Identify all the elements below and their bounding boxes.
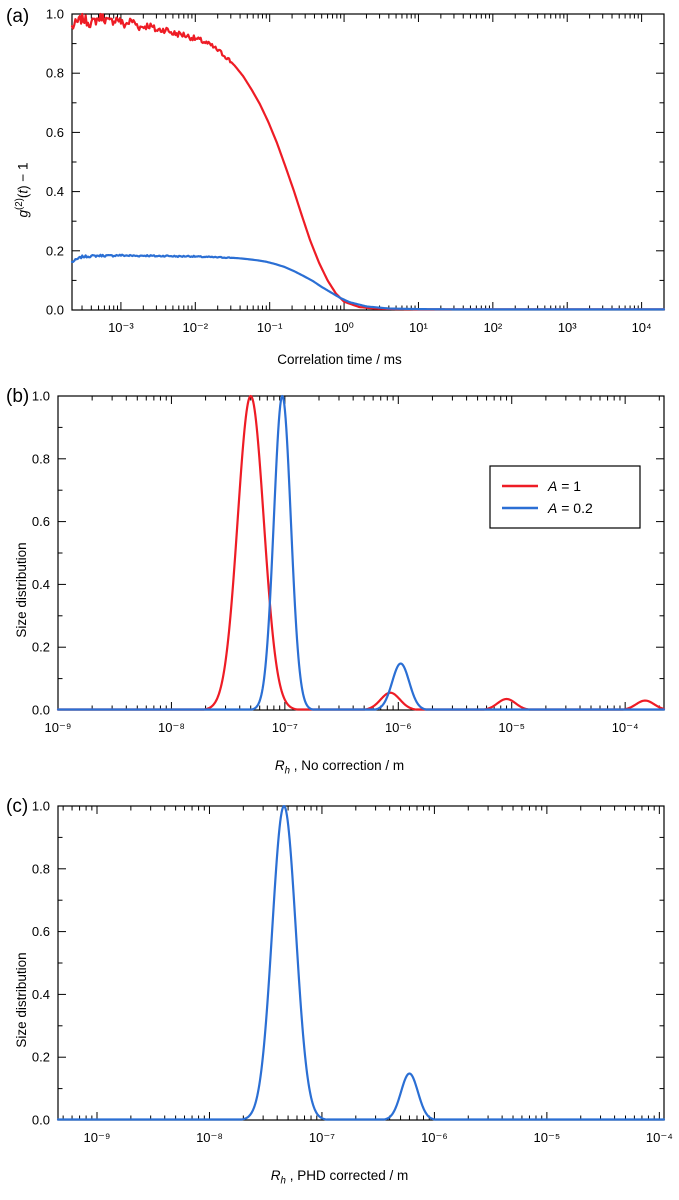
tick-label: 10⁻⁹ bbox=[45, 720, 72, 735]
tick-label: 10⁻⁴ bbox=[646, 1130, 673, 1145]
panel-c-ylabel: Size distribution bbox=[14, 952, 29, 1048]
legend-label: A = 0.2 bbox=[547, 500, 593, 516]
panel-b-ylabel: Size distribution bbox=[14, 542, 29, 638]
tick-label: 0.0 bbox=[32, 1113, 50, 1128]
tick-label: 0.2 bbox=[32, 640, 50, 655]
data-series bbox=[56, 804, 666, 1121]
tick-label: 1.0 bbox=[46, 7, 64, 22]
panel-c-plot: 10⁻⁹ 10⁻⁸ 10⁻⁷ 10⁻⁶ 10⁻⁵ 10⁻⁴ 0.0 0.2 0.4 0.6 0.8 1… bbox=[32, 799, 673, 1146]
tick-label: 10⁻⁴ bbox=[612, 720, 639, 735]
tick-label: 1.0 bbox=[32, 389, 50, 404]
data-series bbox=[56, 394, 666, 711]
tick-label: 0.6 bbox=[46, 125, 64, 140]
tick-label: 10⁻⁶ bbox=[421, 1130, 448, 1145]
tick-label: 10⁻³ bbox=[108, 320, 134, 335]
tick-label: 0.8 bbox=[32, 451, 50, 466]
tick-label: 0.6 bbox=[32, 514, 50, 529]
tick-label: 10¹ bbox=[409, 320, 428, 335]
panel-a-ylabel: g(2)(t) − 1 bbox=[14, 162, 31, 218]
tick-label: 10⁻⁸ bbox=[196, 1130, 223, 1145]
tick-label: 10⁻² bbox=[182, 320, 208, 335]
panel-a: (a) g(2)(t) − 1 10⁻³ 10⁻² 10⁻¹ 10⁰ 10¹ 10² 10³… bbox=[0, 0, 679, 380]
tick-label: 10⁰ bbox=[334, 320, 354, 335]
legend-label: A = 1 bbox=[547, 478, 581, 494]
tick-label: 10⁻⁹ bbox=[84, 1130, 111, 1145]
tick-label: 0.4 bbox=[46, 184, 64, 199]
tick-label: 0.0 bbox=[32, 703, 50, 718]
panel-c-xlabel: Rh , PHD corrected / m bbox=[270, 1168, 409, 1187]
tick-label: 10⁻⁵ bbox=[498, 720, 525, 735]
panel-a-label: (a) bbox=[6, 6, 30, 27]
panel-b-plot: 10⁻⁹ 10⁻⁸ 10⁻⁷ 10⁻⁶ 10⁻⁵ 10⁻⁴ 0.0 0.2 0.4 0.6 0.8 1… bbox=[32, 389, 666, 735]
tick-label: 0.0 bbox=[46, 303, 64, 318]
tick-label: 0.8 bbox=[46, 66, 64, 81]
tick-label: 0.2 bbox=[46, 243, 64, 258]
panel-a-xlabel: Correlation time / ms bbox=[277, 352, 402, 367]
data-series bbox=[70, 253, 666, 311]
tick-label: 10⁻⁸ bbox=[158, 720, 185, 735]
tick-label: 0.4 bbox=[32, 987, 50, 1002]
tick-label: 0.2 bbox=[32, 1050, 50, 1065]
panel-b: (b) Size distribution 10⁻⁹ 10⁻⁸ 10⁻⁷ 10⁻⁶ 10… bbox=[0, 380, 679, 790]
tick-label: 10² bbox=[483, 320, 502, 335]
panel-b-xlabel: Rh , No correction / m bbox=[274, 758, 405, 777]
data-series bbox=[70, 12, 666, 311]
legend: A = 1 A = 0.2 bbox=[489, 465, 641, 529]
tick-label: 1.0 bbox=[32, 799, 50, 814]
tick-label: 10⁻⁷ bbox=[272, 720, 298, 735]
tick-label: 10³ bbox=[558, 320, 577, 335]
tick-label: 0.6 bbox=[32, 924, 50, 939]
panel-b-label: (b) bbox=[6, 386, 30, 407]
data-series bbox=[56, 394, 666, 711]
panel-c-label: (c) bbox=[6, 796, 29, 817]
tick-label: 10⁻⁶ bbox=[385, 720, 412, 735]
tick-label: 0.8 bbox=[32, 861, 50, 876]
tick-label: 10⁻⁷ bbox=[309, 1130, 335, 1145]
tick-label: 0.4 bbox=[32, 577, 50, 592]
panel-a-plot: 10⁻³ 10⁻² 10⁻¹ 10⁰ 10¹ 10² 10³ 10⁴ 0.0 0.2 0.4 0.6 0… bbox=[46, 7, 666, 335]
tick-label: 10⁻⁵ bbox=[534, 1130, 561, 1145]
panel-c: (c) Size distribution 10⁻⁹ 10⁻⁸ 10⁻⁷ 10⁻⁶ 10… bbox=[0, 790, 679, 1200]
tick-label: 10⁴ bbox=[632, 320, 652, 335]
tick-label: 10⁻¹ bbox=[257, 320, 283, 335]
